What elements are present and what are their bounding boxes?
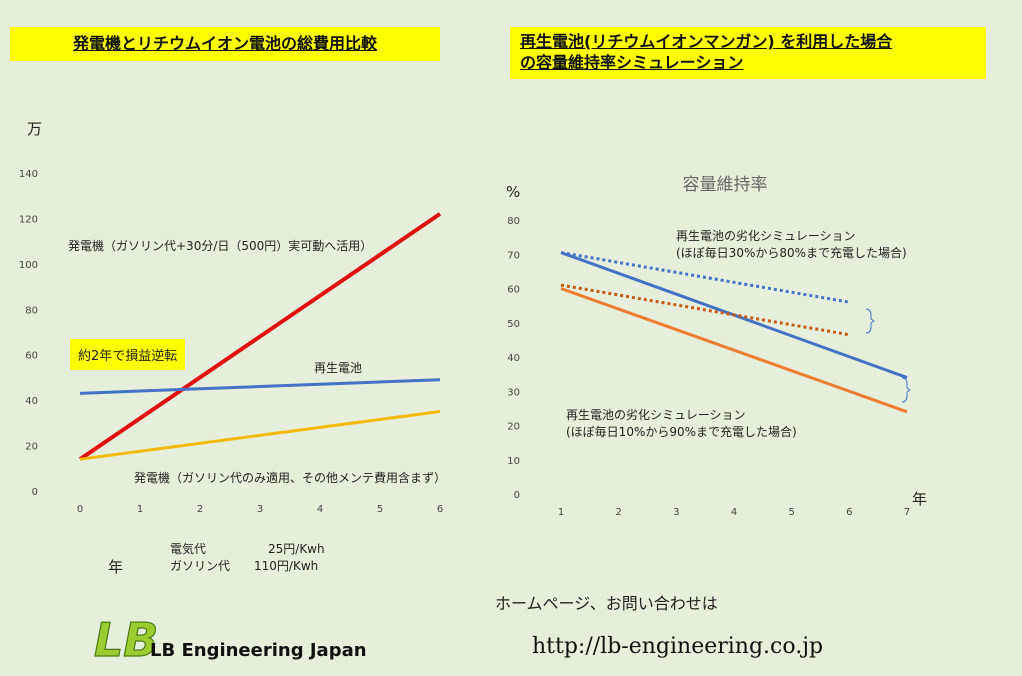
left-x-tick: 6 xyxy=(437,504,443,515)
right-note-90-title: 再生電池の劣化シミュレーション xyxy=(566,408,746,422)
price-gasoline-label: ガソリン代 xyxy=(170,559,231,573)
right-x-tick: 1 xyxy=(558,507,564,518)
left-y-tick: 140 xyxy=(19,169,38,180)
break-even-note: 約2年で損益逆転 xyxy=(70,339,186,370)
left-y-tick: 0 xyxy=(32,487,38,498)
left-y-tick: 40 xyxy=(25,396,38,407)
right-note-90-detail: (ほぼ毎日10%から90%まで充電した場合) xyxy=(566,424,797,439)
right-y-tick: 10 xyxy=(507,456,520,467)
right-y-tick: 60 xyxy=(507,285,520,296)
left-chart-title: 発電機とリチウムイオン電池の総費用比較 xyxy=(10,27,440,61)
home-text: ホームページ、お問い合わせは xyxy=(495,594,718,613)
right-y-tick: 40 xyxy=(507,353,520,364)
price-electric-value: 25円/Kwh xyxy=(268,542,325,556)
left-y-tick: 60 xyxy=(25,351,38,362)
right-x-unit: 年 xyxy=(912,490,928,508)
right-series-line-3 xyxy=(560,283,850,337)
svg-text:LB: LB xyxy=(94,613,158,667)
right-y-tick: 70 xyxy=(507,250,520,261)
left-y-tick: 80 xyxy=(25,305,38,316)
left-x-unit: 年 xyxy=(108,558,124,576)
right-y-unit: % xyxy=(506,183,521,201)
right-y-tick: 0 xyxy=(514,490,520,501)
right-x-tick: 7 xyxy=(904,507,910,518)
lb-logo: LB xyxy=(93,612,159,667)
right-x-tick: 4 xyxy=(731,507,737,518)
right-title-line2: の容量維持率シミュレーション xyxy=(520,53,744,72)
bracket-upper-icon xyxy=(865,308,875,334)
right-series-line-1 xyxy=(560,251,850,304)
right-x-tick: 2 xyxy=(615,507,621,518)
right-note-80-title: 再生電池の劣化シミュレーション xyxy=(676,229,856,243)
right-y-tick: 30 xyxy=(507,387,520,398)
right-chart-title: 再生電池(リチウムイオンマンガン) を利用した場合 の容量維持率シミュレーション xyxy=(510,27,986,79)
left-y-tick: 100 xyxy=(19,260,38,271)
right-x-tick: 6 xyxy=(846,507,852,518)
left-x-tick: 5 xyxy=(377,504,383,515)
bracket-lower-icon xyxy=(901,377,911,403)
left-x-tick: 3 xyxy=(257,504,263,515)
right-y-tick: 50 xyxy=(507,319,520,330)
left-x-tick: 2 xyxy=(197,504,203,515)
price-electric-label: 電気代 xyxy=(170,542,207,556)
right-x-tick: 3 xyxy=(673,507,679,518)
right-title-line1: 再生電池(リチウムイオンマンガン) を利用した場合 xyxy=(520,32,893,51)
website-url[interactable]: http://lb-engineering.co.jp xyxy=(532,634,824,659)
right-note-80-detail: (ほぼ毎日30%から80%まで充電した場合) xyxy=(676,245,907,260)
price-gasoline-value: 110円/Kwh xyxy=(254,559,319,573)
left-x-tick: 0 xyxy=(77,504,83,515)
left-series-line-1 xyxy=(79,378,441,395)
left-series-line-2 xyxy=(79,410,441,461)
right-series-line-2 xyxy=(560,287,908,414)
right-x-tick: 5 xyxy=(788,507,794,518)
right-y-tick: 80 xyxy=(507,216,520,227)
left-y-tick: 120 xyxy=(19,214,38,225)
logo-text: LB Engineering Japan xyxy=(150,640,367,661)
left-y-unit: 万 xyxy=(27,120,43,138)
right-y-tick: 20 xyxy=(507,422,520,433)
label-battery: 再生電池 xyxy=(314,361,362,375)
label-generator-active: 発電機（ガソリン代+30分/日（500円）実可動へ活用） xyxy=(68,238,372,253)
left-x-tick: 1 xyxy=(137,504,143,515)
left-series-line-0 xyxy=(78,212,442,461)
left-y-tick: 20 xyxy=(25,442,38,453)
right-chart-inner-title: 容量維持率 xyxy=(683,175,768,195)
label-generator-fuel-only: 発電機（ガソリン代のみ適用、その他メンテ費用含まず） xyxy=(134,470,446,485)
left-x-tick: 4 xyxy=(317,504,323,515)
